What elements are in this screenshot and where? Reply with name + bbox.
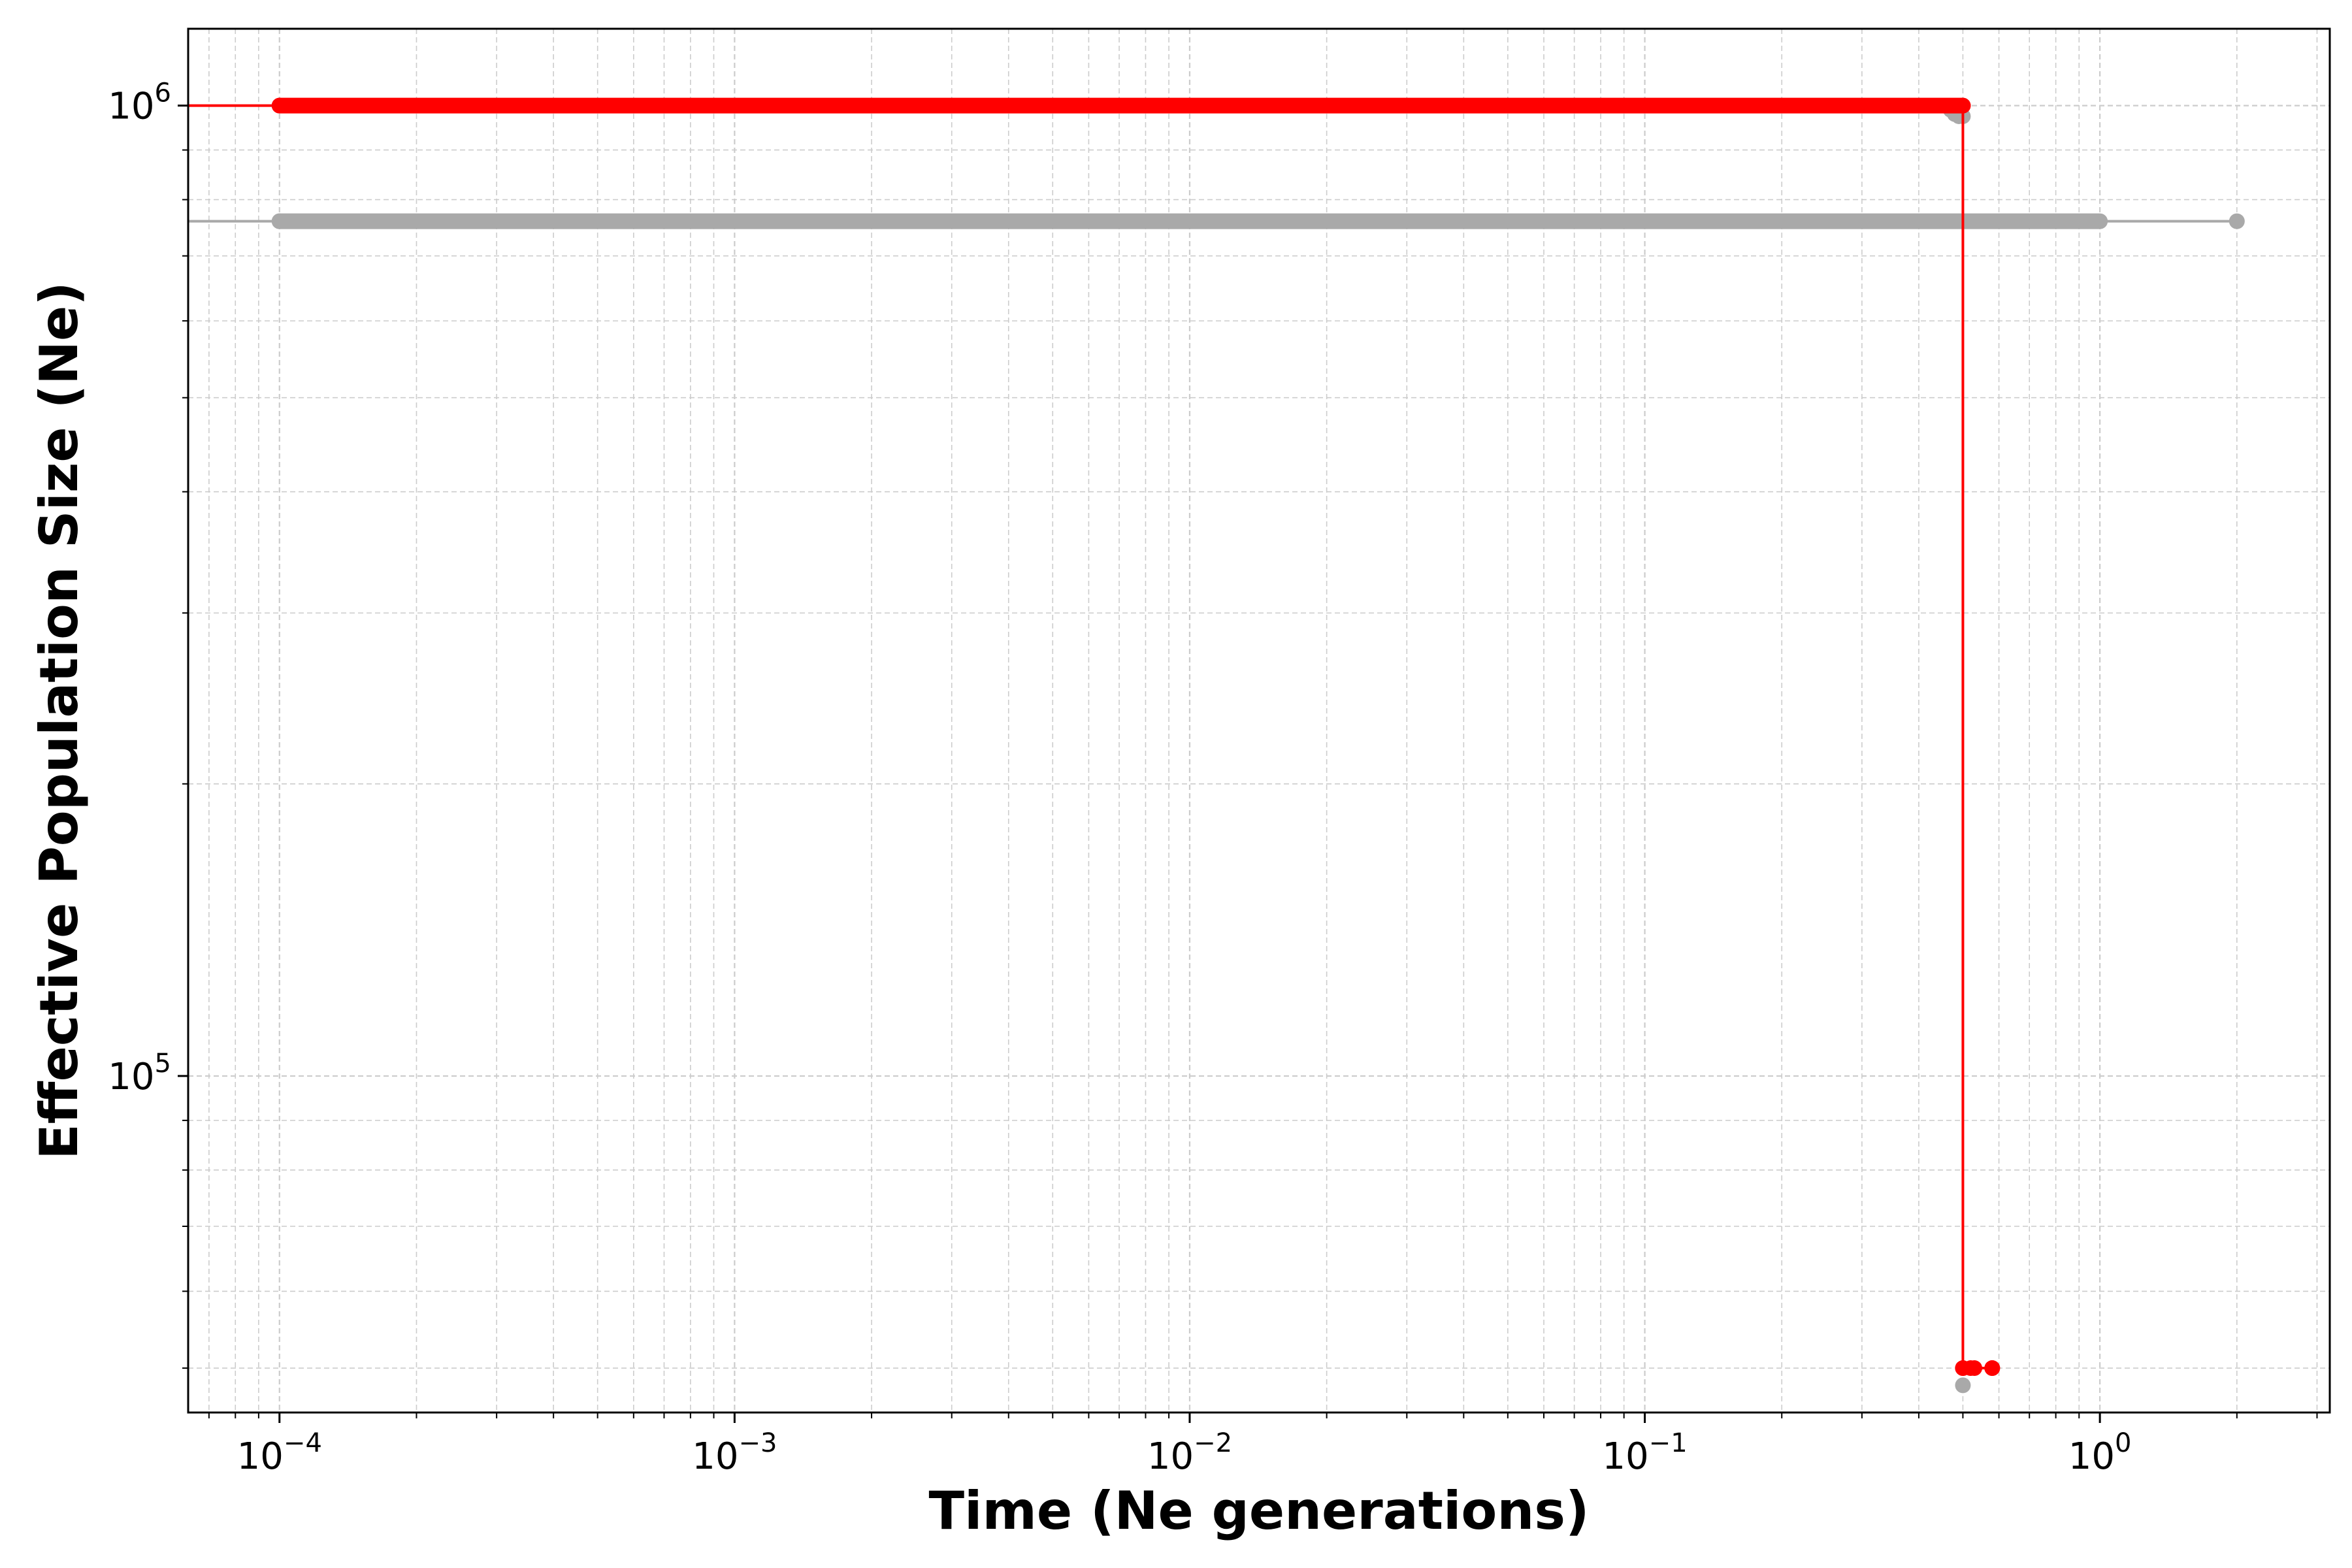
data-point — [271, 213, 287, 229]
x-tick-label: 10−2 — [1147, 1428, 1232, 1478]
x-tick-label: 10−3 — [692, 1428, 777, 1478]
data-point — [1984, 1360, 2001, 1377]
y-tick-label: 105 — [108, 1049, 171, 1098]
x-tick-label: 10−4 — [237, 1428, 322, 1478]
x-axis-title: Time (Ne generations) — [928, 1480, 1589, 1541]
axes-frame — [187, 27, 2331, 1414]
data-point — [1955, 97, 1971, 114]
grid — [188, 29, 2330, 1413]
x-tick-label: 100 — [2068, 1428, 2132, 1478]
plot-area — [188, 97, 2245, 1394]
x-tick-label: 10−1 — [1602, 1428, 1687, 1478]
axis-ticks: 10−4 10−3 10−2 10−1 100 105 106 — [108, 78, 2318, 1478]
data-point — [2229, 213, 2245, 229]
y-tick-label: 106 — [108, 78, 171, 128]
data-point — [271, 97, 287, 114]
data-point — [1955, 1377, 1971, 1394]
data-point — [1967, 1360, 1983, 1377]
series-2 — [188, 97, 2001, 1377]
y-axis-title: Effective Population Size (Ne) — [29, 282, 90, 1160]
